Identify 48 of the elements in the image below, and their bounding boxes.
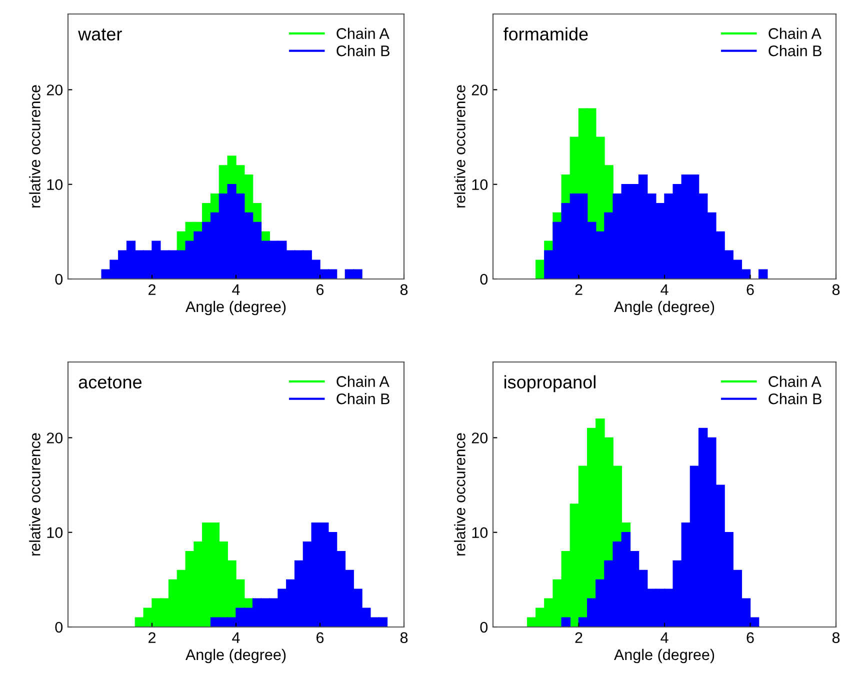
y-tick-label: 0 xyxy=(55,274,63,285)
text: acetone xyxy=(78,376,142,389)
text: isopropanol xyxy=(504,375,596,392)
x-tick-label: 2 xyxy=(148,284,156,295)
x-tick-label: 4 xyxy=(660,284,668,295)
text: water xyxy=(78,28,122,41)
x-tick-label: 8 xyxy=(400,284,408,296)
y-tick-label: 20 xyxy=(46,84,63,96)
y-axis-title: relative occurence xyxy=(454,433,466,556)
x-tick-label: 8 xyxy=(832,284,840,296)
x-axis-title: Angle (degree) xyxy=(186,648,286,664)
x-tick-label: 6 xyxy=(316,284,324,296)
legend-label: Chain B xyxy=(336,45,390,56)
y-tick-label: 0 xyxy=(480,622,488,633)
legend-label: Chain A xyxy=(336,376,390,387)
y-tick-label: 0 xyxy=(55,622,63,633)
y-tick-label: 10 xyxy=(47,527,63,538)
x-tick-label: 2 xyxy=(148,632,156,643)
legend-label: Chain B xyxy=(768,45,822,56)
x-axis-title: Angle (degree) xyxy=(614,648,714,664)
x-tick-label: 4 xyxy=(660,632,668,643)
x-tick-label: 6 xyxy=(746,284,754,296)
legend-label: Chain B xyxy=(768,393,822,404)
y-tick-label: 10 xyxy=(472,527,488,538)
y-tick-label: 10 xyxy=(47,179,63,190)
x-tick-label: 4 xyxy=(232,284,240,295)
text: formamide xyxy=(504,27,588,41)
y-tick-label: 20 xyxy=(472,432,488,444)
x-tick-label: 8 xyxy=(832,632,840,644)
legend-label: Chain A xyxy=(768,376,822,387)
x-tick-label: 4 xyxy=(232,632,240,643)
y-tick-label: 10 xyxy=(472,179,488,190)
y-tick-label: 0 xyxy=(480,274,488,285)
legend-label: Chain B xyxy=(336,393,390,404)
x-tick-label: 2 xyxy=(575,284,582,295)
legend-label: Chain A xyxy=(768,28,822,39)
y-axis-title: relative occurence xyxy=(454,85,466,208)
x-tick-label: 6 xyxy=(316,632,324,644)
y-axis-title: relative occurence xyxy=(29,433,40,556)
x-tick-label: 6 xyxy=(746,632,754,644)
x-axis-title: Angle (degree) xyxy=(614,300,714,316)
x-axis-title: Angle (degree) xyxy=(186,300,286,316)
legend-label: Chain A xyxy=(336,28,390,39)
y-axis-title: relative occurence xyxy=(29,85,40,208)
x-tick-label: 2 xyxy=(575,632,582,643)
y-tick-label: 20 xyxy=(46,432,63,444)
y-tick-label: 20 xyxy=(472,84,488,96)
x-tick-label: 8 xyxy=(400,632,408,644)
